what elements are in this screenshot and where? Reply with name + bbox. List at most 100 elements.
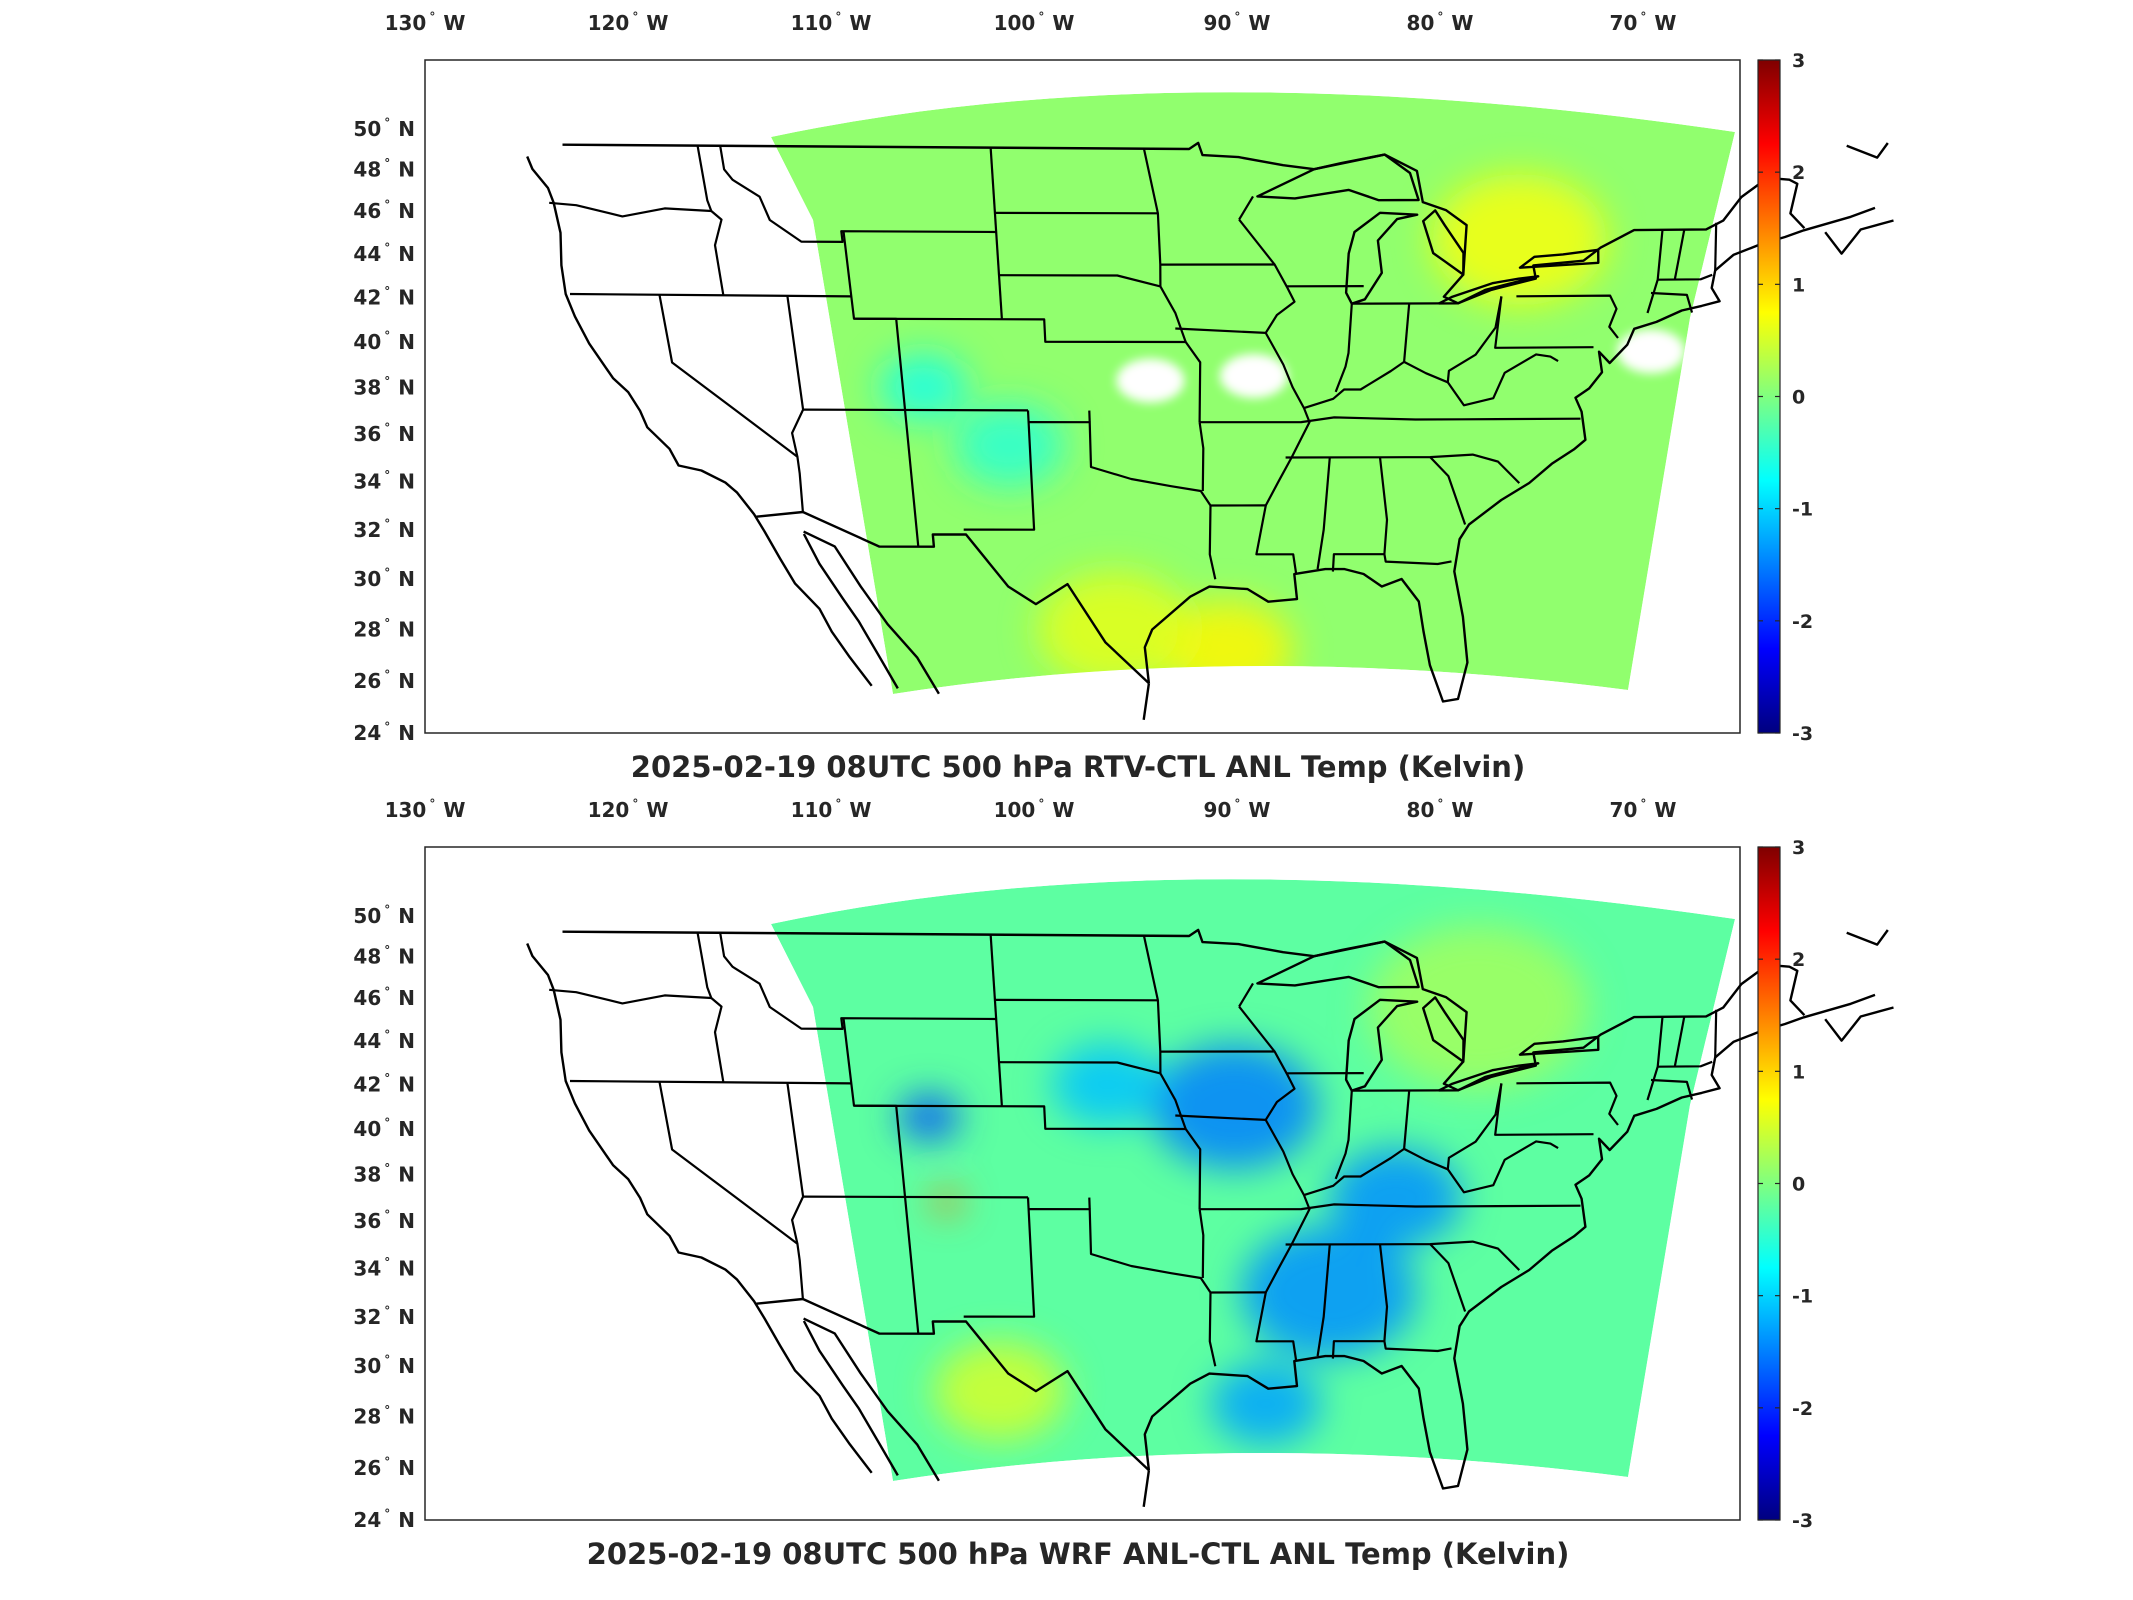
state-border [1175,285,1296,334]
lat-tick-label: 28 ° N [353,617,415,642]
state-border [1383,1341,1452,1353]
state-border [1494,1083,1594,1136]
coastline [802,533,899,690]
state-border [1238,218,1276,266]
state-border [1331,1244,1389,1359]
lat-tick-label: 40 ° N [353,329,415,354]
colorbar-tick-label: -2 [1792,1398,1813,1420]
state-border [842,1018,920,1334]
colorbar-tick-label: 2 [1792,949,1805,971]
lat-tick-label: 32 ° N [353,517,415,542]
anomaly-patch [1241,1226,1417,1359]
panel-title: 2025-02-19 08UTC 500 hPa RTV-CTL ANL Tem… [631,750,1525,784]
state-border [1657,1060,1713,1068]
coastline [1142,1470,1151,1507]
colorbar-tick-label: -3 [1792,1510,1813,1532]
lat-tick-label: 28 ° N [353,1404,415,1429]
anomaly-patch [1150,1043,1319,1170]
lat-tick-label: 26 ° N [353,1455,415,1480]
state-border [1403,1090,1411,1149]
lon-tick-label: 80 ° W [1407,10,1474,35]
state-border [963,1197,1036,1318]
map-panel-bottom: 130 ° W 120 ° W 110 ° W 100 ° W 90 ° W 80 ° W 70 ° W 50 ° N 48 ° N… [353,797,1894,1571]
state-border [999,1061,1161,1075]
lon-tick-label: 120 ° W [588,10,669,35]
coastline [756,1297,1150,1472]
lat-tick-label: 32 ° N [353,1304,415,1329]
state-border [989,935,1003,1107]
anomaly-patch [1210,1362,1321,1446]
lon-tick-label: 90 ° W [1204,10,1271,35]
lake-outline [1518,248,1600,269]
state-border [1238,982,1254,1008]
state-border [786,1082,805,1244]
state-border [1316,1244,1331,1357]
map-boundaries [526,928,1894,1507]
lon-tick-label: 110 ° W [791,10,872,35]
state-border [1673,1016,1686,1067]
state-border [1650,291,1694,313]
state-border [696,933,725,1083]
lake-outline [1437,1062,1540,1092]
state-border [1673,229,1686,280]
lon-tick-label: 120 ° W [588,797,669,822]
state-border [1516,294,1619,339]
state-border [803,1195,1029,1199]
lake-outline [1256,940,1420,989]
state-border [989,148,1003,320]
anomaly-patch [1052,1043,1163,1126]
anomaly-patch [933,1341,1066,1441]
state-border [1516,1081,1619,1126]
state-border [549,988,712,1005]
colorbar-tick-label: 3 [1792,50,1805,72]
state-border [999,274,1161,288]
anomaly-patch [1368,925,1588,1091]
anomaly-patch [1037,571,1192,688]
state-border [1714,1009,1718,1058]
coastline [1846,929,1889,946]
state-border [1028,1208,1217,1367]
coastline [803,530,940,695]
state-border [963,410,1036,531]
lat-tick-label: 46 ° N [353,198,415,223]
temperature-field [771,879,1735,1481]
lake-outline [1344,998,1419,1092]
state-border [1199,416,1581,424]
coastline [562,928,1806,1092]
state-border [1198,422,1205,492]
lake-outline [1422,209,1465,276]
lat-tick-label: 42 ° N [353,1071,415,1096]
lat-tick-label: 36 ° N [353,1208,415,1233]
lon-tick-label: 90 ° W [1204,797,1271,822]
colorbar-tick-label: 3 [1792,837,1805,859]
coastline [802,1320,899,1477]
state-border [1657,273,1713,281]
colorbar-tick-label: 2 [1792,162,1805,184]
temperature-field [771,92,1735,694]
colorbar-tick-label: -2 [1792,611,1813,633]
colorbar-tick-label: -3 [1792,723,1813,745]
lat-tick-label: 34 ° N [353,468,415,493]
lat-tick-label: 30 ° N [353,566,415,591]
colorbar-tick-label: 1 [1792,1061,1805,1083]
lat-tick-label: 26 ° N [353,668,415,693]
lat-tick-label: 24 ° N [353,1507,415,1532]
state-border [1403,303,1411,362]
lat-tick-label: 36 ° N [353,421,415,446]
state-border [1446,353,1559,407]
state-border [853,1104,1186,1131]
coastline [756,510,1150,685]
anomaly-patch [1329,1147,1462,1247]
field-anomalies [879,173,1608,694]
lat-tick-label: 24 ° N [353,720,415,745]
colorbar-tick-label: -1 [1792,1286,1813,1308]
anomaly-patch [954,404,1065,487]
coastline [526,943,873,1474]
state-border [1160,1050,1364,1075]
state-border [1429,456,1467,525]
coastline [1824,219,1894,255]
coastline [1142,683,1151,720]
state-border [1028,421,1217,580]
state-border [719,146,997,243]
